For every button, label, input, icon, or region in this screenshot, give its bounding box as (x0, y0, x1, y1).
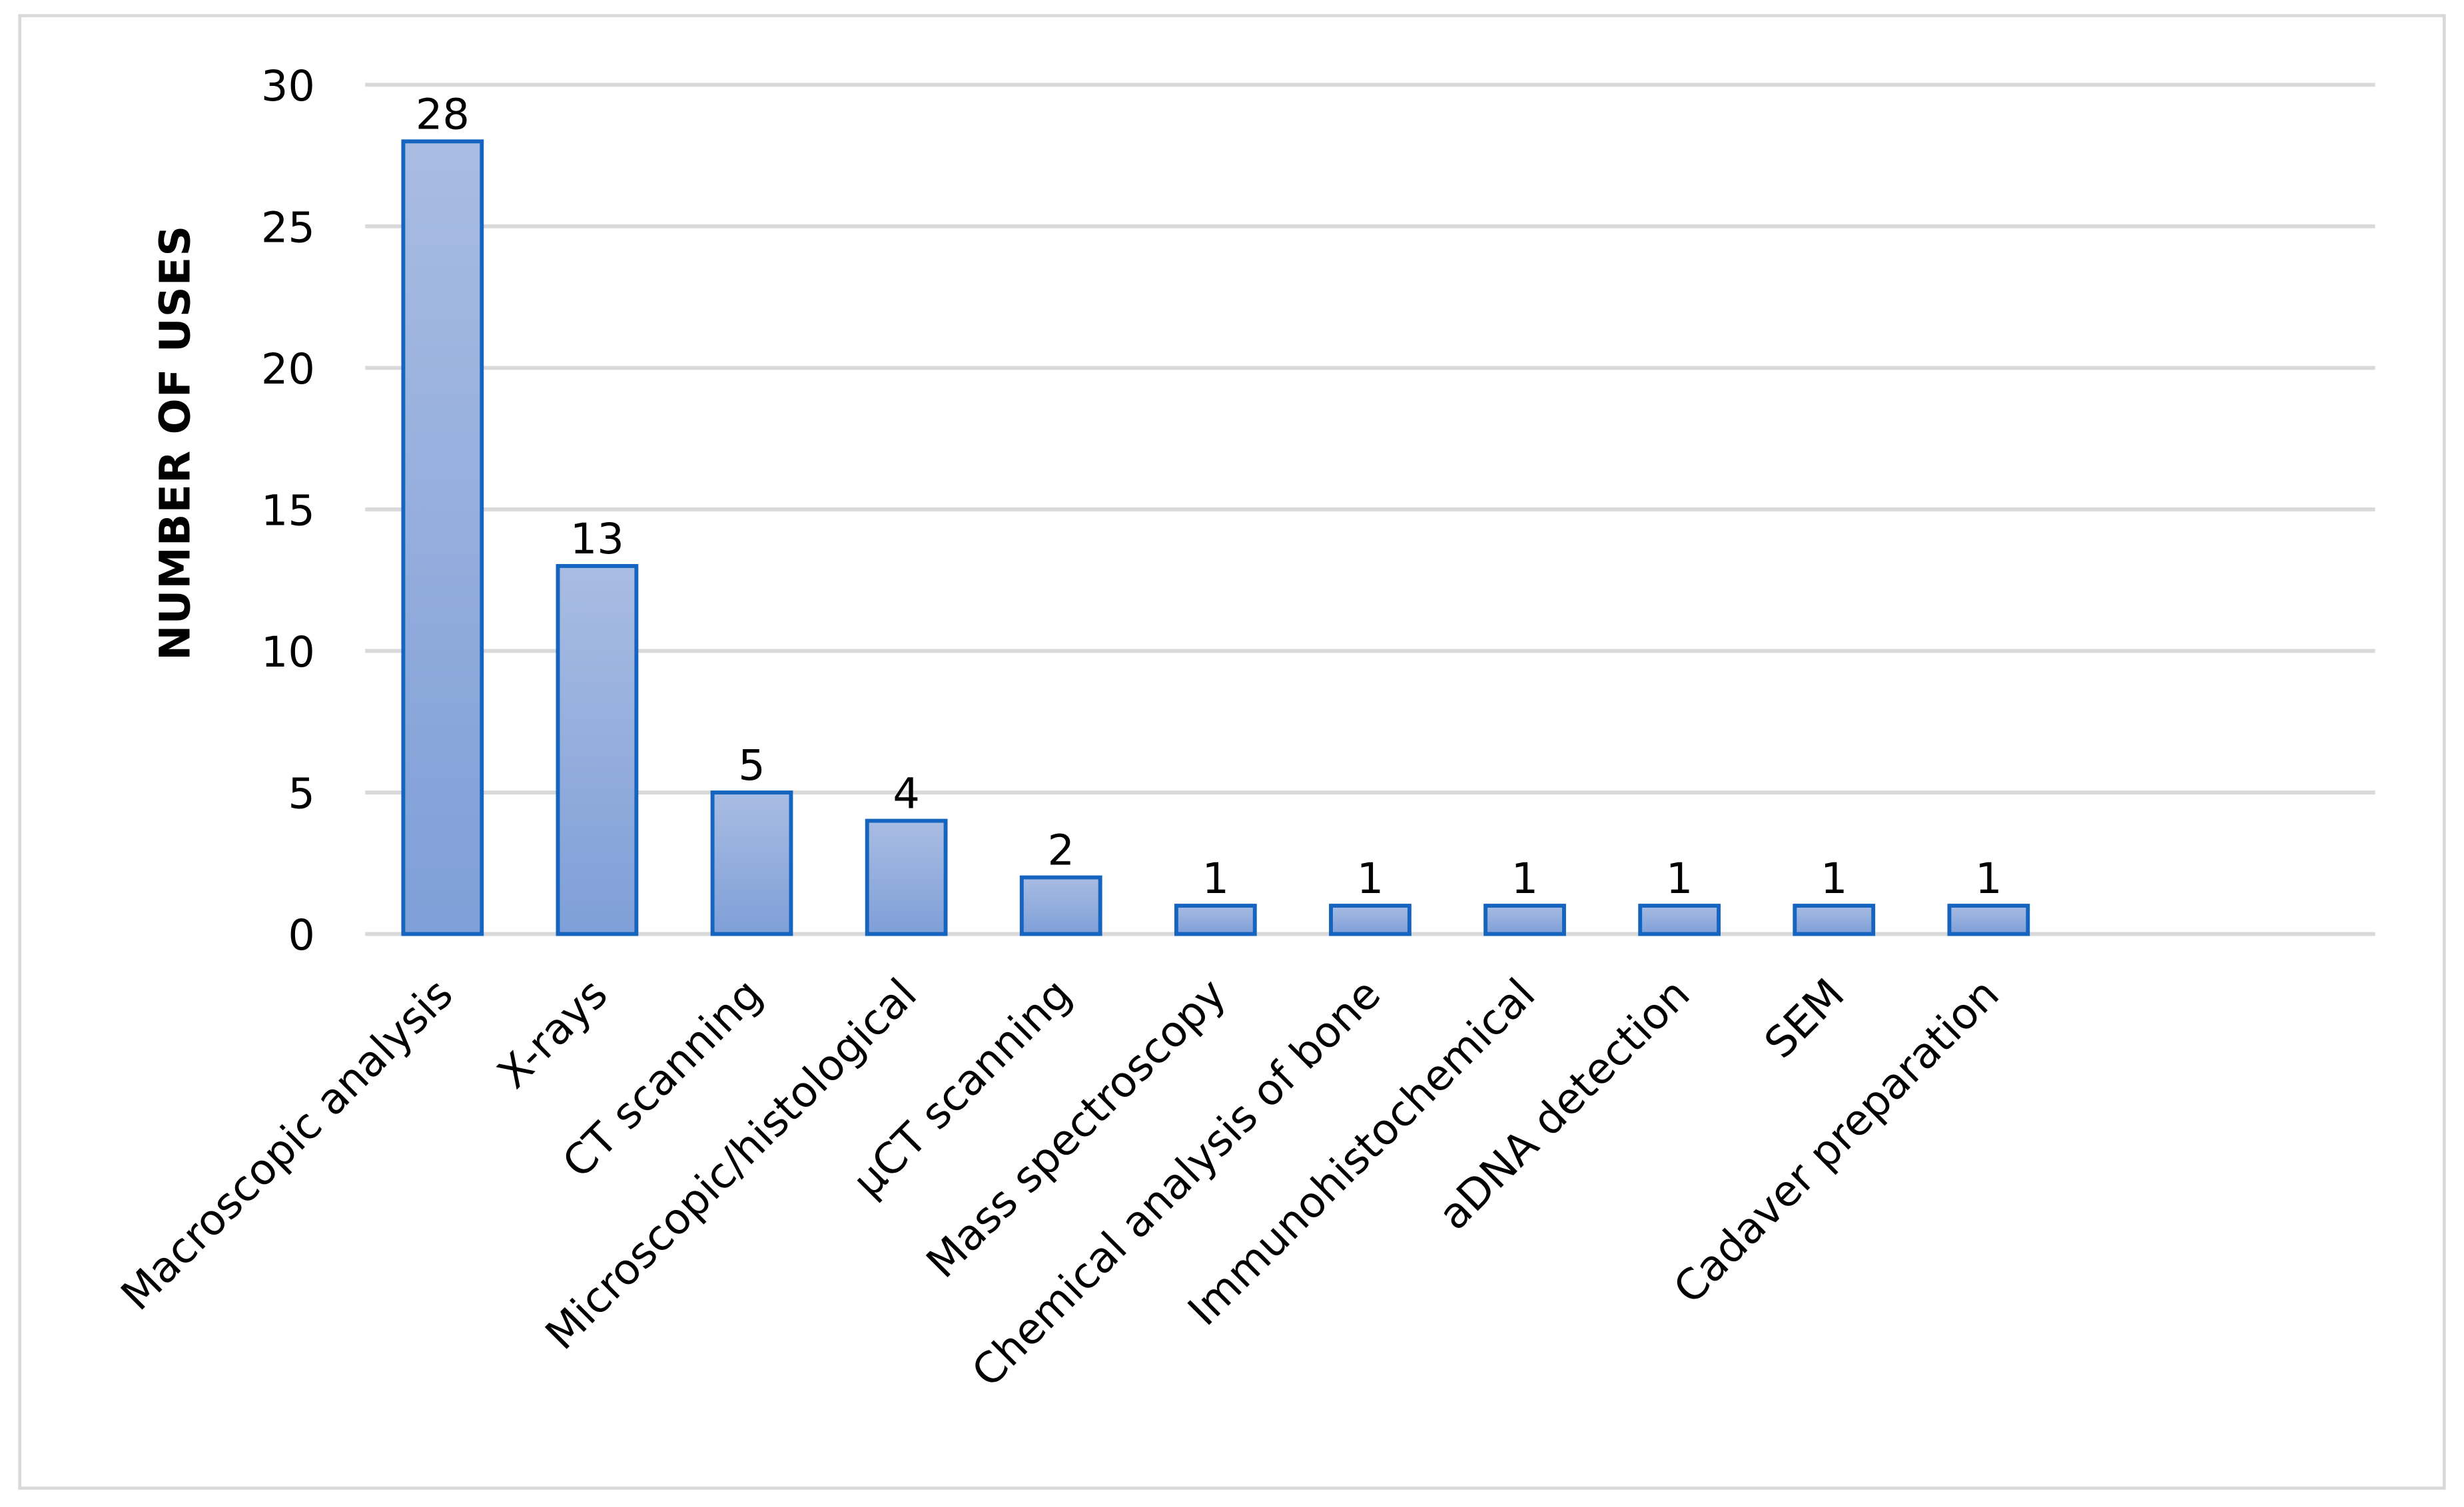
data-label: 4 (893, 770, 919, 819)
bar (1174, 904, 1257, 936)
bars (401, 139, 2030, 936)
bar (710, 790, 793, 936)
bar (556, 564, 639, 936)
data-label: 1 (1202, 854, 1229, 904)
data-label: 2 (1047, 826, 1074, 876)
y-tick-label: 10 (261, 628, 315, 677)
y-tick-label: 20 (261, 345, 315, 394)
data-label: 1 (1511, 854, 1538, 904)
data-label: 5 (738, 741, 765, 790)
bar (1329, 904, 1412, 936)
data-label: 1 (1975, 854, 2002, 904)
data-label: 28 (416, 90, 470, 139)
y-tick-label: 0 (288, 911, 314, 960)
bar (1793, 904, 1876, 936)
y-axis-ticks: 0 5 10 15 20 25 30 (261, 62, 315, 960)
y-tick-label: 30 (261, 62, 315, 111)
bar (865, 818, 948, 936)
data-label: 1 (1666, 854, 1693, 904)
y-tick-label: 25 (261, 203, 315, 252)
data-label: 1 (1821, 854, 1847, 904)
bar (1019, 875, 1102, 936)
data-label: 13 (570, 515, 624, 564)
data-label: 1 (1357, 854, 1384, 904)
gridlines (365, 83, 2375, 936)
bar (1638, 904, 1721, 936)
y-tick-label: 15 (261, 487, 315, 536)
bar (401, 139, 484, 936)
bar (1483, 904, 1566, 936)
data-labels: 28 13 5 4 2 1 1 1 1 1 1 (416, 90, 2002, 904)
bar (1947, 904, 2030, 936)
y-tick-label: 5 (288, 770, 314, 819)
y-axis-title: NUMBER OF USES (151, 225, 200, 661)
